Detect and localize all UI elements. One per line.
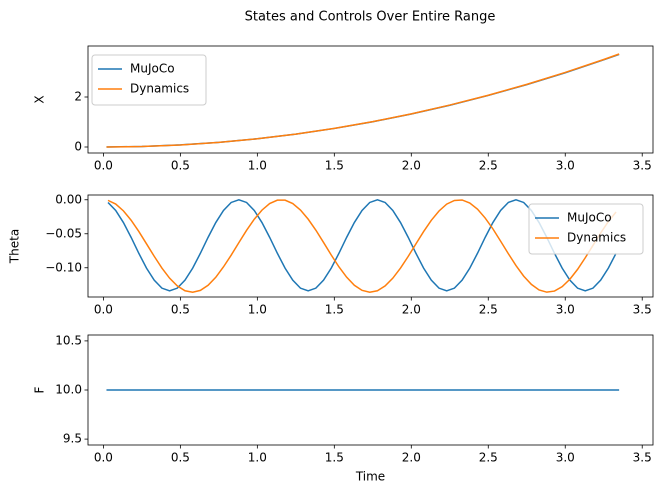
axes-frame [87,45,654,154]
y-tick-label: 9.5 [63,432,82,446]
x-tick-label: 2.0 [402,159,421,173]
x-tick-label: 1.5 [325,303,344,317]
x-tick-label: 3.5 [633,303,652,317]
x-tick-label: 0.5 [171,159,190,173]
x-axis-label: Time [355,470,385,484]
y-tick-label: 0 [74,140,82,154]
y-axis-label: Theta [8,229,22,264]
x-tick-label: 2.0 [402,451,421,465]
y-tick-label: 2 [74,90,82,104]
legend-label: Dynamics [567,231,626,245]
x-tick-label: 3.0 [556,303,575,317]
y-tick-label: −0.05 [45,226,82,240]
data-line [106,53,620,148]
x-tick-label: 2.5 [479,451,498,465]
x-tick-label: 1.5 [325,159,344,173]
x-tick-label: 3.0 [556,159,575,173]
y-axis-label: F [33,386,47,393]
y-tick-label: −0.10 [45,260,82,274]
x-tick-label: 1.5 [325,451,344,465]
axes-frame [87,334,654,446]
legend-label: MuJoCo [567,211,612,225]
x-tick-label: 0.0 [94,303,113,317]
x-tick-label: 0.0 [94,159,113,173]
x-tick-label: 3.0 [556,451,575,465]
x-tick-label: 3.5 [633,451,652,465]
legend-label: MuJoCo [130,62,175,76]
x-tick-label: 3.5 [633,159,652,173]
x-tick-label: 2.5 [479,303,498,317]
x-tick-label: 2.5 [479,159,498,173]
y-tick-label: 0.00 [55,192,82,206]
x-tick-label: 0.0 [94,451,113,465]
y-tick-label: 10.0 [55,383,82,397]
legend-box [91,54,207,106]
figure-title: States and Controls Over Entire Range [245,10,496,25]
x-tick-label: 0.5 [171,303,190,317]
data-line [107,199,617,294]
axes-frame [87,194,654,298]
legend-box [528,203,644,255]
x-tick-label: 1.0 [248,451,267,465]
x-tick-label: 1.0 [248,159,267,173]
x-tick-label: 0.5 [171,451,190,465]
x-tick-label: 1.0 [248,303,267,317]
y-axis-label: X [33,95,47,103]
legend-label: Dynamics [130,82,189,96]
y-tick-label: 10.5 [55,333,82,347]
x-tick-label: 2.0 [402,303,421,317]
